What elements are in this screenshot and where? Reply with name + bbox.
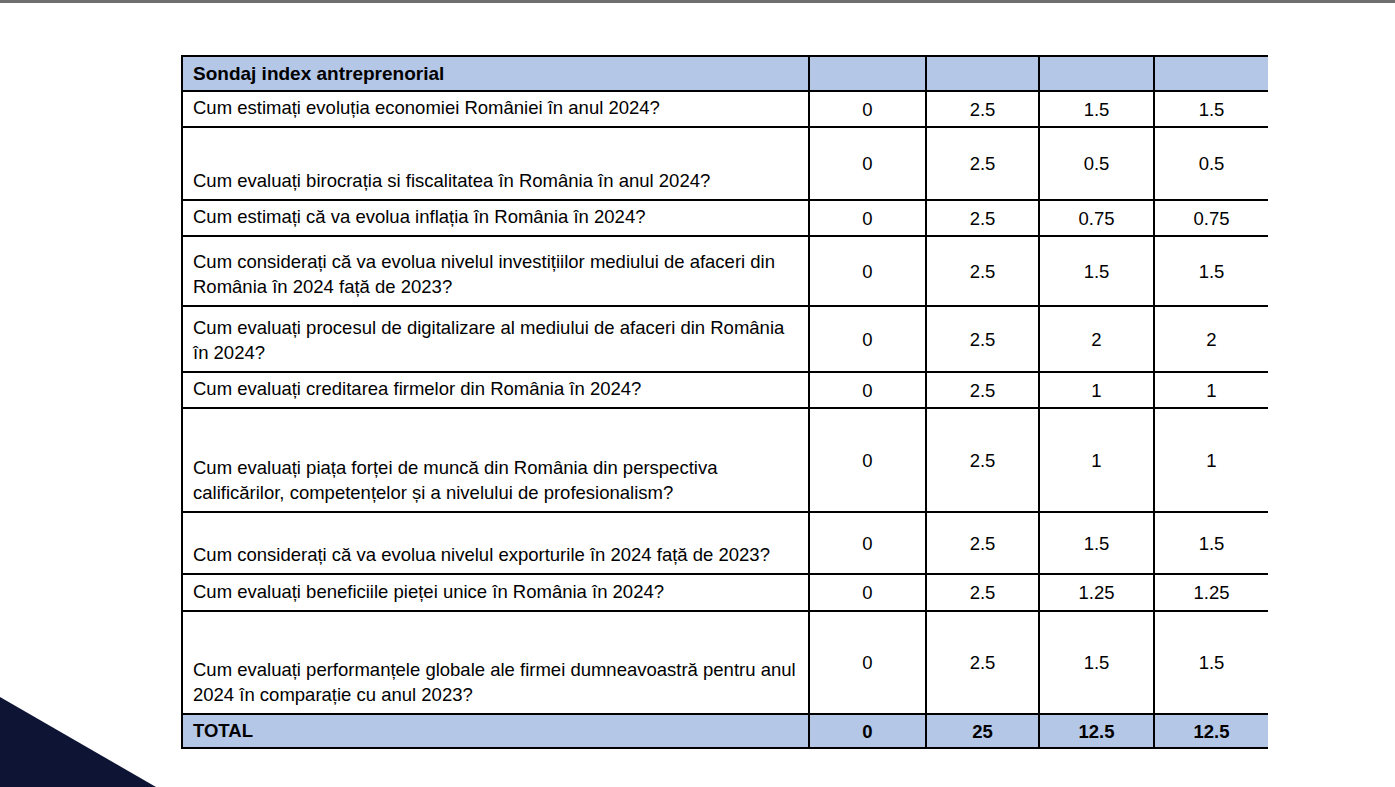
- question-cell: Cum estimați că va evolua inflația în Ro…: [182, 200, 809, 236]
- value-cell: 2.5: [926, 512, 1039, 574]
- value-cell: 0: [809, 574, 926, 611]
- header-empty-cell: [1039, 56, 1154, 91]
- table-row: Cum evaluați performanțele globale ale f…: [182, 611, 1268, 714]
- question-cell: Cum evaluați performanțele globale ale f…: [182, 611, 809, 714]
- table-header-row: Sondaj index antreprenorial: [182, 56, 1268, 91]
- question-cell: Cum estimați evoluția economiei României…: [182, 91, 809, 127]
- question-cell: Cum evaluați beneficiile pieței unice în…: [182, 574, 809, 611]
- value-cell: 1: [1039, 372, 1154, 408]
- value-cell: 0.75: [1039, 200, 1154, 236]
- corner-triangle-decoration: [0, 697, 156, 787]
- table-row: Cum evaluați creditarea firmelor din Rom…: [182, 372, 1268, 408]
- value-cell: 0: [809, 127, 926, 200]
- value-cell: 1.5: [1154, 611, 1268, 714]
- table-title-cell: Sondaj index antreprenorial: [182, 56, 809, 91]
- value-cell: 2.5: [926, 127, 1039, 200]
- table-row: Cum evaluați piața forței de muncă din R…: [182, 408, 1268, 512]
- value-cell: 2.5: [926, 574, 1039, 611]
- total-value-cell: 25: [926, 714, 1039, 748]
- value-cell: 1: [1154, 408, 1268, 512]
- table-row: Cum evaluați beneficiile pieței unice în…: [182, 574, 1268, 611]
- header-empty-cell: [1154, 56, 1268, 91]
- value-cell: 0: [809, 611, 926, 714]
- slide-top-divider: [0, 0, 1395, 3]
- value-cell: 0: [809, 91, 926, 127]
- value-cell: 0.75: [1154, 200, 1268, 236]
- value-cell: 1: [1039, 408, 1154, 512]
- value-cell: 1.5: [1039, 91, 1154, 127]
- question-cell: Cum considerați că va evolua nivelul exp…: [182, 512, 809, 574]
- total-value-cell: 12.5: [1154, 714, 1268, 748]
- value-cell: 0: [809, 200, 926, 236]
- value-cell: 2: [1039, 306, 1154, 372]
- question-cell: Cum evaluați procesul de digitalizare al…: [182, 306, 809, 372]
- total-value-cell: 12.5: [1039, 714, 1154, 748]
- value-cell: 1.5: [1039, 512, 1154, 574]
- total-label-cell: TOTAL: [182, 714, 809, 748]
- question-cell: Cum evaluați piața forței de muncă din R…: [182, 408, 809, 512]
- table-row: Cum evaluați birocrația si fiscalitatea …: [182, 127, 1268, 200]
- value-cell: 0: [809, 512, 926, 574]
- table-row: Cum considerați că va evolua nivelul exp…: [182, 512, 1268, 574]
- value-cell: 1: [1154, 372, 1268, 408]
- table-row: Cum evaluați procesul de digitalizare al…: [182, 306, 1268, 372]
- total-row: TOTAL 0 25 12.5 12.5: [182, 714, 1268, 748]
- table-row: Cum estimați evoluția economiei României…: [182, 91, 1268, 127]
- value-cell: 1.5: [1154, 512, 1268, 574]
- value-cell: 2: [1154, 306, 1268, 372]
- value-cell: 0: [809, 236, 926, 306]
- value-cell: 0: [809, 306, 926, 372]
- total-value-cell: 0: [809, 714, 926, 748]
- value-cell: 2.5: [926, 372, 1039, 408]
- value-cell: 1.5: [1039, 611, 1154, 714]
- question-cell: Cum evaluați creditarea firmelor din Rom…: [182, 372, 809, 408]
- value-cell: 0.5: [1039, 127, 1154, 200]
- value-cell: 2.5: [926, 306, 1039, 372]
- value-cell: 0: [809, 372, 926, 408]
- table-row: Cum considerați că va evolua nivelul inv…: [182, 236, 1268, 306]
- value-cell: 0: [809, 408, 926, 512]
- value-cell: 1.5: [1039, 236, 1154, 306]
- value-cell: 2.5: [926, 236, 1039, 306]
- value-cell: 1.25: [1039, 574, 1154, 611]
- question-cell: Cum evaluați birocrația si fiscalitatea …: [182, 127, 809, 200]
- value-cell: 2.5: [926, 611, 1039, 714]
- header-empty-cell: [926, 56, 1039, 91]
- table-row: Cum estimați că va evolua inflația în Ro…: [182, 200, 1268, 236]
- value-cell: 1.5: [1154, 91, 1268, 127]
- value-cell: 2.5: [926, 200, 1039, 236]
- value-cell: 0.5: [1154, 127, 1268, 200]
- question-cell: Cum considerați că va evolua nivelul inv…: [182, 236, 809, 306]
- value-cell: 2.5: [926, 91, 1039, 127]
- value-cell: 1.25: [1154, 574, 1268, 611]
- value-cell: 1.5: [1154, 236, 1268, 306]
- survey-table: Sondaj index antreprenorial Cum estimați…: [181, 55, 1268, 749]
- header-empty-cell: [809, 56, 926, 91]
- value-cell: 2.5: [926, 408, 1039, 512]
